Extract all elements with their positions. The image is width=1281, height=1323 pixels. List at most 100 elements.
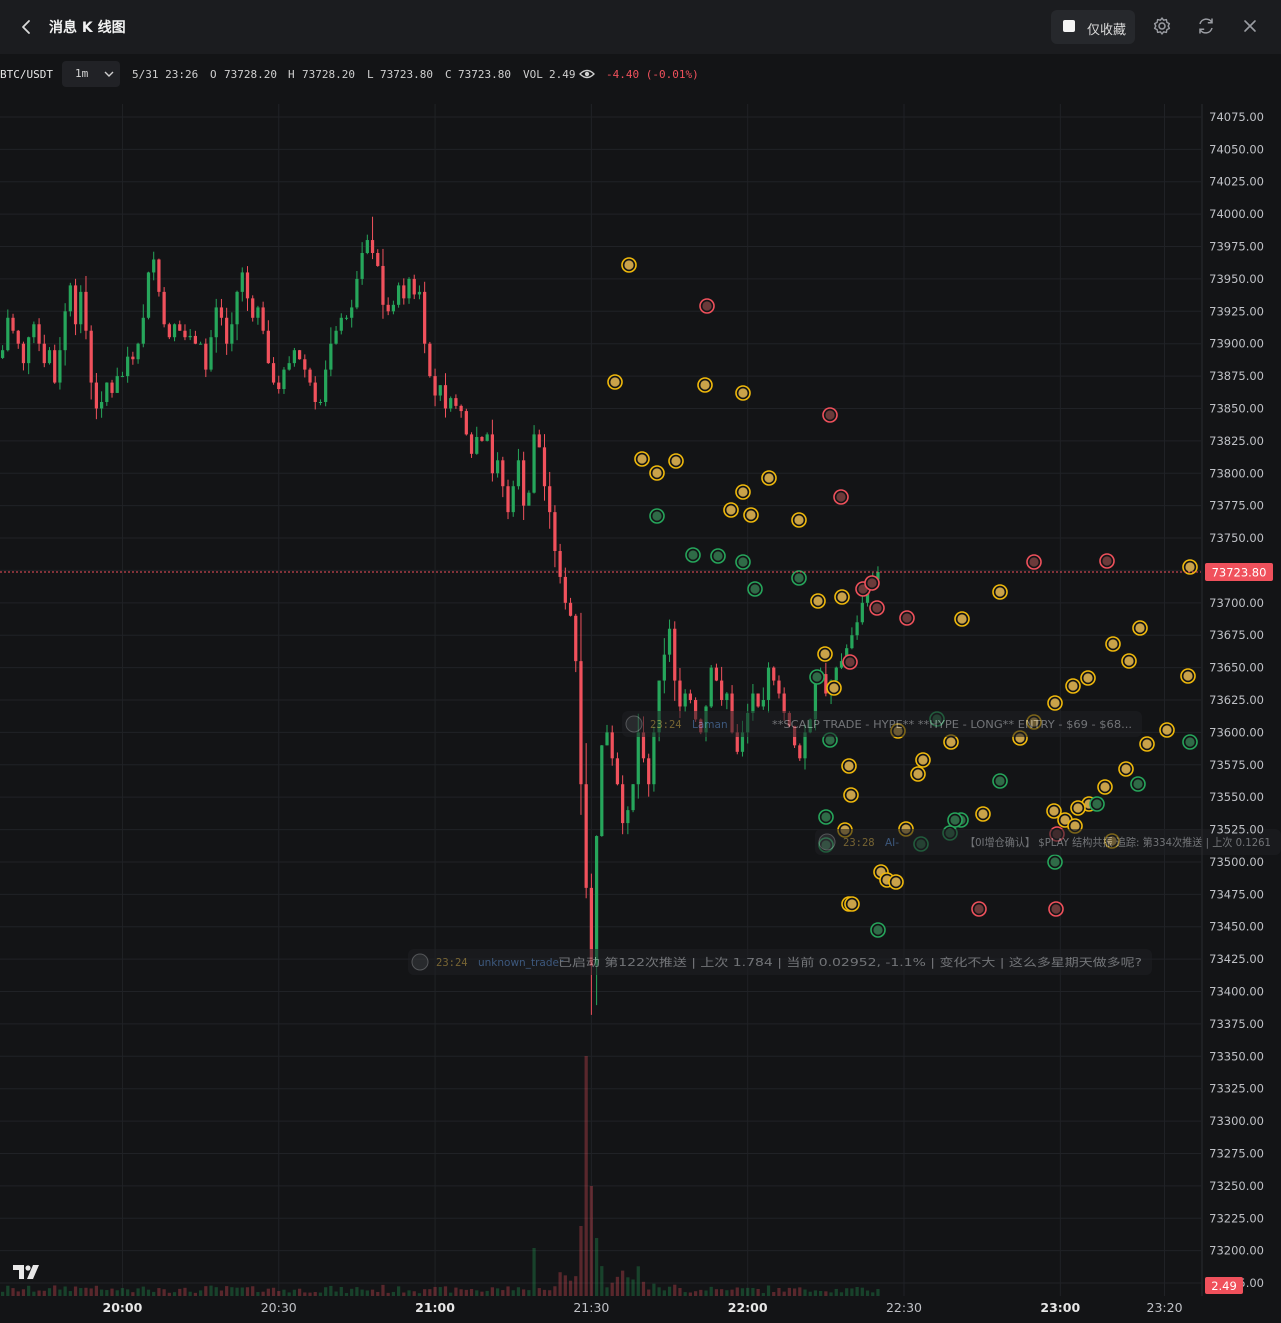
candle-body bbox=[454, 398, 458, 406]
volume-bar bbox=[876, 1289, 880, 1296]
time-tick-label: 21:00 bbox=[415, 1300, 455, 1315]
volume-bar bbox=[532, 1248, 536, 1296]
volume-bar bbox=[740, 1288, 745, 1296]
candle-body bbox=[339, 317, 343, 331]
candle-body bbox=[683, 693, 687, 707]
candle-body bbox=[725, 693, 729, 700]
eye-icon[interactable] bbox=[579, 67, 595, 81]
favorites-only-toggle[interactable]: 仅收藏 bbox=[1051, 10, 1135, 44]
back-arrow-icon[interactable] bbox=[16, 14, 36, 40]
volume-bar bbox=[115, 1290, 119, 1296]
volume-bar bbox=[230, 1287, 234, 1296]
candle-body bbox=[845, 648, 849, 662]
avatar-image bbox=[995, 587, 1005, 597]
candle-body bbox=[16, 330, 20, 344]
candle-body bbox=[876, 571, 880, 580]
volume-bar bbox=[709, 1286, 713, 1296]
candle-body bbox=[89, 330, 93, 383]
message-avatar-marker bbox=[1182, 734, 1198, 750]
volume-bar bbox=[600, 1266, 604, 1296]
volume-bar bbox=[730, 1289, 734, 1296]
candle-body bbox=[136, 343, 140, 360]
price-tick-label: 73775.00 bbox=[1209, 499, 1264, 513]
volume-bar bbox=[845, 1288, 849, 1296]
volume-bar bbox=[850, 1288, 854, 1296]
candle-body bbox=[146, 272, 151, 318]
price-tick-label: 73975.00 bbox=[1209, 240, 1264, 254]
price-tick-label: 73575.00 bbox=[1209, 758, 1264, 772]
avatar-image bbox=[1100, 782, 1110, 792]
candle-body bbox=[412, 278, 416, 295]
avatar-image bbox=[1049, 806, 1059, 816]
volume-bar bbox=[339, 1287, 343, 1296]
interval-select[interactable]: 1m bbox=[62, 61, 120, 87]
interval-value: 1m bbox=[75, 67, 89, 80]
overlay-text: 【0I增仓确认】 $PLAY 结构共振 追踪: 第334次推送 | 上次 0.1… bbox=[965, 835, 1271, 849]
favorites-label: 仅收藏 bbox=[1087, 23, 1127, 38]
volume-bar bbox=[438, 1287, 442, 1296]
message-avatar-marker bbox=[844, 896, 860, 912]
avatar-image bbox=[794, 515, 804, 525]
avatar-image bbox=[995, 776, 1005, 786]
volume-bar bbox=[511, 1290, 515, 1296]
message-avatar-marker bbox=[947, 812, 963, 828]
volume-bar bbox=[370, 1289, 375, 1296]
avatar-image bbox=[1050, 698, 1060, 708]
candle-body bbox=[824, 674, 828, 694]
volume-bar bbox=[417, 1293, 422, 1296]
volume-bar bbox=[464, 1289, 468, 1296]
close-icon[interactable] bbox=[1239, 15, 1261, 37]
gear-icon[interactable] bbox=[1151, 15, 1173, 37]
volume-bar bbox=[183, 1287, 187, 1296]
volume-bar bbox=[172, 1292, 177, 1296]
message-avatar-marker bbox=[1097, 779, 1113, 795]
candle-body bbox=[469, 434, 474, 454]
volume-bar bbox=[433, 1286, 437, 1296]
avatar-image bbox=[1029, 557, 1039, 567]
candlestick-chart[interactable]: 23:24 Laman **SCALP TRADE - HYPE** **HYPE … bbox=[0, 96, 1281, 1323]
candle-body bbox=[162, 291, 166, 325]
avatar-image bbox=[1183, 671, 1193, 681]
volume-bar bbox=[506, 1286, 510, 1296]
volume-bar bbox=[751, 1287, 755, 1296]
candle-body bbox=[94, 382, 99, 409]
volume-bar bbox=[568, 1280, 573, 1296]
price-tick-label: 73875.00 bbox=[1209, 369, 1264, 383]
volume-bars bbox=[0, 1056, 880, 1296]
last-price-tag bbox=[1205, 562, 1273, 581]
candle-body bbox=[193, 335, 198, 344]
volume-bar bbox=[490, 1287, 494, 1296]
ohlc-toolbar: BTC/USDT 1m 5/31 23:26 O 73728.20 H 7372… bbox=[0, 54, 1281, 96]
candle-body bbox=[501, 460, 505, 487]
candle-body bbox=[735, 732, 739, 752]
avatar-image bbox=[918, 755, 928, 765]
volume-label: 2.49 bbox=[1211, 1279, 1237, 1293]
bar-datetime: 5/31 23:26 bbox=[132, 68, 199, 81]
candle-body bbox=[511, 486, 515, 513]
candle-body bbox=[120, 376, 125, 378]
candle-body bbox=[485, 434, 489, 441]
volume-bar bbox=[287, 1292, 291, 1296]
candle-body bbox=[303, 359, 307, 370]
candle-body bbox=[532, 434, 536, 493]
volume-bar bbox=[407, 1290, 411, 1296]
favorites-checkbox[interactable] bbox=[1063, 20, 1075, 32]
volume-bar bbox=[53, 1285, 57, 1296]
message-avatar-marker bbox=[864, 575, 880, 591]
message-avatar-marker bbox=[1159, 722, 1175, 738]
avatar-image bbox=[746, 510, 756, 520]
refresh-icon[interactable] bbox=[1195, 15, 1217, 37]
price-tick-label: 73200.00 bbox=[1209, 1244, 1264, 1258]
avatar-image bbox=[624, 260, 634, 270]
avatar-image bbox=[846, 790, 856, 800]
price-tick-label: 73375.00 bbox=[1209, 1017, 1264, 1031]
candle-body bbox=[433, 376, 437, 396]
overlay-text: 已启动 第122次推送 | 上次 1.784 | 当前 0.02952, -1.… bbox=[558, 955, 1142, 969]
candle-body bbox=[141, 317, 145, 344]
price-tick-label: 73800.00 bbox=[1209, 466, 1264, 480]
message-avatar-marker bbox=[1047, 695, 1063, 711]
message-avatar-marker bbox=[1099, 553, 1115, 569]
candle-body bbox=[204, 343, 208, 370]
volume-bar bbox=[860, 1287, 864, 1296]
candle-body bbox=[756, 693, 760, 707]
